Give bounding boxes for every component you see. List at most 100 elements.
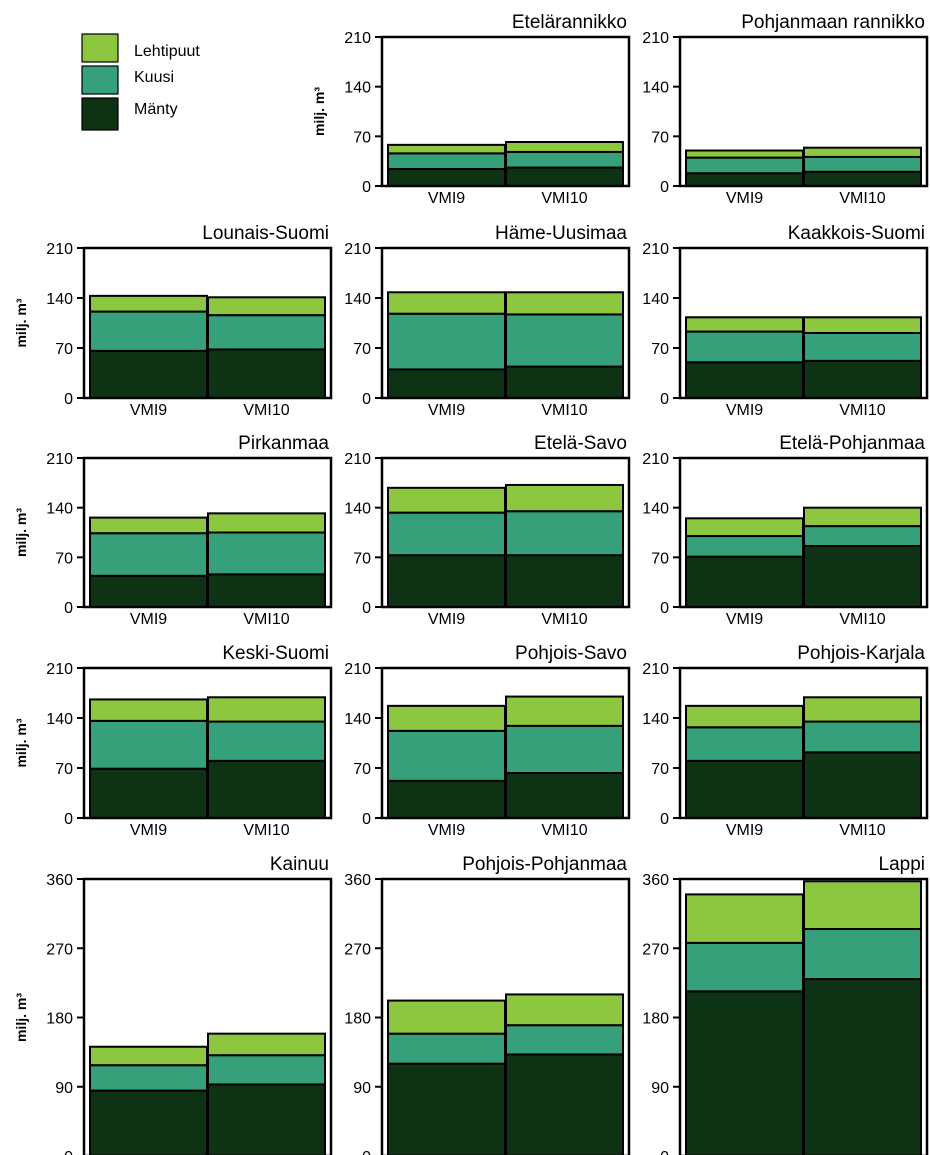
y-tick-label: 70 — [651, 129, 669, 146]
y-tick-label: 90 — [353, 1080, 371, 1097]
bar-vmi9-lehtipuut — [387, 704, 506, 732]
plot-frame — [678, 246, 929, 400]
y-tick-label: 70 — [651, 761, 669, 778]
bar-vmi10-lehtipuut — [207, 696, 326, 723]
bar-vmi10-lehtipuut — [207, 512, 326, 534]
bar-vmi9-manty — [387, 779, 506, 819]
panel-title: Lounais-Suomi — [202, 223, 329, 244]
y-tick-label: 0 — [64, 1149, 73, 1155]
bar-vmi9-kuusi — [387, 152, 506, 170]
bar-vmi9-kuusi — [89, 532, 208, 577]
panel-pohjanmaan-rannikko: Pohjanmaan rannikko 0 70 140 210 VMI9 VMI10 — [642, 12, 929, 207]
plot-frame — [678, 456, 929, 609]
bar-vmi9-lehtipuut — [387, 999, 506, 1035]
x-tick-label: VMI10 — [243, 402, 289, 419]
bar-vmi9-manty — [685, 172, 804, 188]
panel-keski-suomi: Keski-Suomi 0 70 140 210 milj. m³ VMI9 VMI10 — [13, 643, 333, 839]
bar-vmi9-manty — [387, 1062, 506, 1155]
panel-title: Keski-Suomi — [222, 643, 329, 664]
bar-vmi10-kuusi — [803, 332, 922, 362]
panel-kaakkois-suomi: Kaakkois-Suomi 0 70 140 210 VMI9 VMI10 — [642, 223, 929, 419]
y-tick-label: 140 — [642, 291, 669, 308]
bar-vmi10-manty — [505, 554, 624, 609]
x-tick-label: VMI10 — [541, 402, 587, 419]
y-tick-label: 360 — [46, 872, 73, 889]
x-tick-label: VMI9 — [130, 822, 167, 839]
panel-pohjois-karjala: Pohjois-Karjala 0 70 140 210 VMI9 VMI10 — [642, 643, 929, 839]
y-tick-label: 210 — [642, 241, 669, 258]
y-tick-label: 0 — [362, 811, 371, 828]
panel-title: Kaakkois-Suomi — [788, 223, 925, 244]
y-tick-label: 140 — [344, 711, 371, 728]
panel-pohjois-savo: Pohjois-Savo 0 70 140 210 VMI9 VMI10 — [344, 643, 631, 839]
y-tick-label: 210 — [46, 451, 73, 468]
x-tick-label: VMI9 — [428, 190, 465, 207]
bar-vmi9-manty — [89, 349, 208, 400]
y-tick-label: 140 — [642, 501, 669, 518]
bar-vmi9-manty — [685, 759, 804, 819]
bar-vmi10-lehtipuut — [207, 296, 326, 317]
x-tick-label: VMI10 — [541, 611, 587, 628]
bar-vmi10-kuusi — [207, 314, 326, 351]
panel-hame-uusimaa: Häme-Uusimaa 0 70 140 210 VMI9 VMI10 — [344, 223, 631, 419]
bar-vmi10-kuusi — [505, 1024, 624, 1056]
y-axis-label: milj. m³ — [13, 718, 29, 767]
y-tick-label: 0 — [660, 1149, 669, 1155]
bar-vmi9-kuusi — [387, 1032, 506, 1065]
y-tick-label: 210 — [344, 241, 371, 258]
y-tick-label: 140 — [344, 291, 371, 308]
legend-label-lehtipuut: Lehtipuut — [134, 43, 200, 60]
bar-vmi10-manty — [803, 359, 922, 400]
bar-vmi10-manty — [207, 573, 326, 608]
bar-vmi10-kuusi — [505, 313, 624, 368]
bar-vmi10-lehtipuut — [803, 316, 922, 334]
y-tick-label: 140 — [642, 711, 669, 728]
x-tick-label: VMI9 — [428, 402, 465, 419]
panel-title: Pirkanmaa — [238, 433, 329, 454]
bar-vmi10-kuusi — [803, 720, 922, 754]
panel-pirkanmaa: Pirkanmaa 0 70 140 210 milj. m³ VMI9 VMI10 — [13, 433, 333, 628]
bar-vmi10-kuusi — [207, 720, 326, 762]
plot-frame — [82, 666, 333, 820]
bar-vmi9-lehtipuut — [685, 149, 804, 159]
y-tick-label: 70 — [651, 341, 669, 358]
bar-vmi10-kuusi — [803, 155, 922, 173]
bar-vmi9-kuusi — [685, 156, 804, 175]
bar-vmi9-manty — [387, 368, 506, 399]
panel-title: Lappi — [879, 854, 926, 875]
bar-vmi10-lehtipuut — [505, 141, 624, 153]
panel-etelarannikko: Etelärannikko 0 70 140 210 milj. m³ VMI9 VMI10 — [311, 12, 631, 207]
bar-vmi10-lehtipuut — [803, 696, 922, 723]
y-tick-label: 70 — [353, 761, 371, 778]
bar-vmi10-lehtipuut — [505, 291, 624, 316]
x-tick-label: VMI9 — [130, 611, 167, 628]
legend-swatch-lehtipuut — [81, 33, 119, 63]
x-tick-label: VMI10 — [839, 402, 885, 419]
bar-vmi9-lehtipuut — [685, 704, 804, 729]
bar-vmi9-lehtipuut — [685, 316, 804, 333]
bar-vmi9-lehtipuut — [89, 698, 208, 722]
bar-vmi10-lehtipuut — [505, 695, 624, 727]
bar-vmi10-manty — [803, 544, 922, 609]
y-axis-label: milj. m³ — [311, 87, 327, 136]
bar-vmi10-manty — [207, 348, 326, 399]
plot-frame — [82, 456, 333, 609]
bar-vmi9-manty — [387, 554, 506, 609]
y-tick-label: 70 — [353, 129, 371, 146]
panel-title: Kainuu — [270, 854, 329, 875]
bar-vmi9-kuusi — [89, 310, 208, 352]
y-tick-label: 70 — [651, 550, 669, 567]
legend: Lehtipuut Kuusi Mänty — [81, 33, 200, 131]
bar-vmi10-manty — [505, 365, 624, 400]
bar-vmi9-kuusi — [89, 719, 208, 770]
y-tick-label: 360 — [344, 872, 371, 889]
panel-title: Pohjois-Savo — [515, 643, 627, 664]
bar-vmi9-lehtipuut — [89, 294, 208, 313]
panel-etela-pohjanmaa: Etelä-Pohjanmaa 0 70 140 210 VMI9 VMI10 — [642, 433, 929, 628]
bar-vmi9-manty — [89, 767, 208, 820]
y-tick-label: 70 — [55, 761, 73, 778]
y-tick-label: 360 — [642, 872, 669, 889]
y-tick-label: 0 — [362, 391, 371, 408]
bar-vmi10-manty — [803, 978, 922, 1155]
